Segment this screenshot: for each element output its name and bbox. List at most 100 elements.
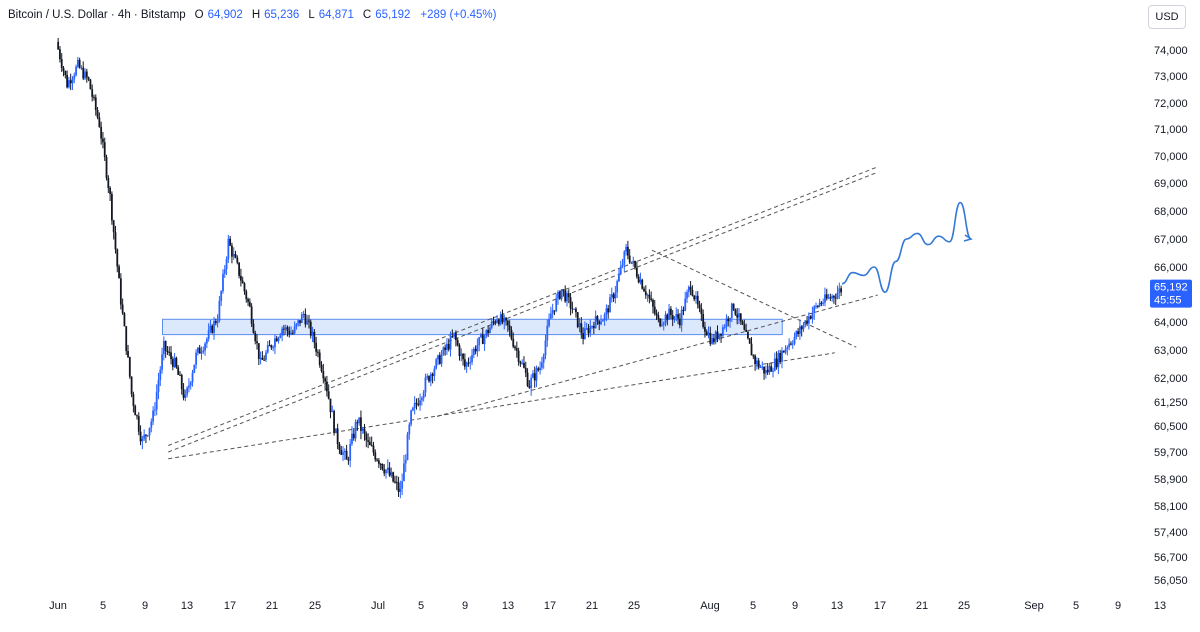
candle-body [641,279,644,289]
candle-body [132,394,135,406]
candle-body [75,66,77,76]
candle-body [557,291,559,299]
candle-body [177,367,180,375]
candle-body [236,257,239,263]
candle-body [334,428,337,434]
candle-body [153,409,156,411]
candle-body [261,357,264,360]
candle-body [625,246,628,252]
candle-body [388,467,391,476]
candle-body [596,316,599,321]
candle-body [773,358,776,371]
candle-body [150,421,153,428]
candle-body [146,435,149,437]
candle-body [392,472,395,482]
candle-body [198,347,201,354]
candle-body [223,269,226,274]
last-price-tag-box [1150,279,1192,308]
candle-body [370,444,373,446]
candle-body [311,331,314,336]
candle-body [112,220,115,233]
candle-body [173,357,176,367]
candle-body [102,138,104,143]
change-value: +289 (+0.45%) [420,9,497,21]
candle-body [671,315,674,320]
candle-body [472,348,475,355]
candle-body [548,318,550,326]
candle-body [644,291,647,296]
date-tick-label: 25 [958,600,970,612]
candle-body [492,321,495,323]
candle-body [768,366,771,373]
candle-body [209,325,212,331]
candle-body [757,360,760,368]
candle-body [447,343,450,350]
candle-body [361,428,364,431]
candle-body [315,342,318,352]
date-tick-label: 21 [586,600,598,612]
candle-body [605,308,608,315]
candle-body [232,254,235,257]
candle-body [227,238,230,260]
date-axis[interactable]: Jun 5 9 13 17 21 25 Jul 5 9 13 17 21 25 Aug 5 9 13 17 21 25 S… [49,600,1166,612]
candle-body [483,335,486,344]
candle-body [451,336,454,338]
candle-body [180,375,183,390]
candle-body [818,302,821,307]
candle-body [675,314,678,317]
candle-body [704,326,706,332]
candle-body [752,355,755,357]
candle-body [352,433,355,439]
candle-body [779,352,782,362]
candle-body [540,362,543,368]
channel-line [168,171,878,453]
date-tick-label: 5 [1073,600,1079,612]
candle-body [220,291,223,301]
candle-body [259,357,262,359]
candle-body [200,351,203,354]
candle-body [127,351,129,358]
candle-body [422,392,425,398]
candle-body [386,467,389,470]
candle-body [558,291,561,299]
candle-body [591,326,593,328]
candle-body [777,352,780,368]
candle-body [248,301,251,307]
candle-body [707,332,710,336]
candle-body [788,343,791,348]
currency-button[interactable]: USD [1148,5,1186,29]
candle-body [682,309,685,311]
candle-body [696,295,699,305]
price-tick-label: 70,000 [1154,151,1188,163]
candle-body [607,308,610,313]
candle-body [816,305,819,307]
symbol-title: Bitcoin / U.S. Dollar · 4h · Bitstamp [8,9,186,21]
candle-body [333,411,335,434]
candle-body [444,347,447,350]
date-tick-label: 13 [1154,600,1166,612]
price-tick-label: 73,000 [1154,71,1188,83]
candle-body [318,352,321,365]
candle-body [270,345,273,348]
candle-body [496,319,499,323]
date-tick-label: 9 [1115,600,1121,612]
trendline-layer [168,166,878,460]
candle-body [824,294,826,303]
candle-body [476,345,479,352]
candle-body [503,317,506,323]
candle-body [712,338,715,343]
candle-body [573,308,576,310]
candle-body [793,336,796,344]
candle-body [686,292,688,299]
date-tick-label: 9 [462,600,468,612]
candle-body [372,445,375,453]
price-tick-label: 58,900 [1154,474,1188,486]
candle-body [575,308,577,313]
candle-body [408,424,411,435]
candle-body [141,438,144,442]
price-axis[interactable]: 74,000 73,000 72,000 71,000 70,000 69,000 68,0… [1154,45,1188,587]
projection-layer [841,201,973,294]
candle-body [295,323,298,327]
candle-body [239,275,242,281]
